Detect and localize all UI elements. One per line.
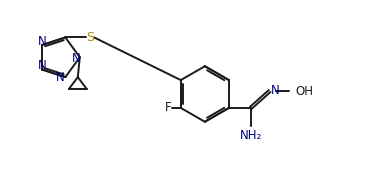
Text: F: F <box>165 101 171 114</box>
Text: N: N <box>56 71 65 84</box>
Text: N: N <box>72 52 80 65</box>
Text: NH₂: NH₂ <box>240 129 262 142</box>
Text: OH: OH <box>295 85 313 97</box>
Text: N: N <box>38 35 46 47</box>
Text: N: N <box>38 59 46 72</box>
Text: S: S <box>86 31 94 44</box>
Text: N: N <box>270 84 279 96</box>
